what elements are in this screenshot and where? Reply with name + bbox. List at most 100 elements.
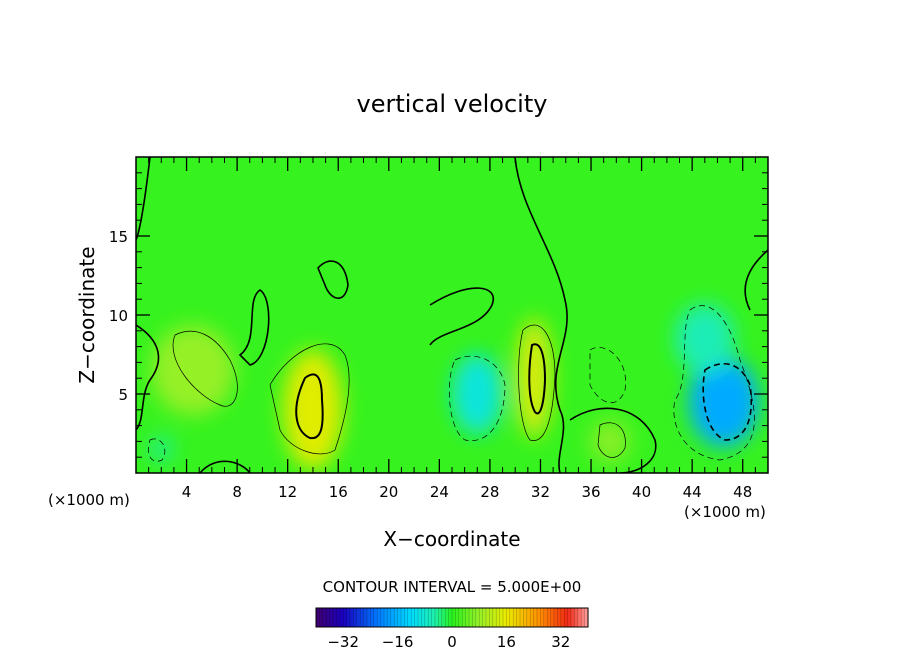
x-unit-right: (×1000 m) <box>684 503 766 521</box>
colorbar-cell <box>455 608 460 627</box>
field-anomaly <box>674 303 735 374</box>
colorbar-cell <box>482 608 487 627</box>
colorbar-cell <box>431 608 436 627</box>
negative-contour <box>589 347 626 403</box>
colorbar-tick-label: 32 <box>551 633 570 651</box>
zero-contour <box>514 157 568 473</box>
colorbar-tick-label: 16 <box>497 633 516 651</box>
colorbar-cell <box>479 608 484 627</box>
field-anomalies <box>149 303 759 470</box>
field-background <box>136 157 768 473</box>
thin-contour <box>597 422 626 458</box>
colorbar-tick-label: −32 <box>327 633 359 651</box>
colorbar-cell <box>537 608 541 627</box>
colorbar-cell <box>486 608 490 627</box>
colorbar-cell <box>377 608 382 627</box>
colorbar-cell <box>452 608 456 627</box>
colorbar-cell <box>567 608 572 627</box>
colorbar-cell <box>581 608 586 627</box>
colorbar-cell <box>387 608 392 627</box>
colorbar-cell <box>414 608 419 627</box>
colorbar-cell <box>350 608 354 627</box>
negative-contour <box>673 305 755 461</box>
colorbar-cell <box>462 608 467 627</box>
negative-contour <box>702 363 752 441</box>
colorbar-cell <box>475 608 480 627</box>
chart-title: vertical velocity <box>357 90 548 118</box>
colorbar-cell <box>571 608 575 627</box>
colorbar-cell <box>496 608 501 627</box>
x-axis: 4 8 12 16 20 24 28 32 36 40 44 48 <box>148 157 756 501</box>
colorbar-cell <box>516 608 521 627</box>
plot-area <box>136 157 768 473</box>
colorbar-cell <box>333 608 337 627</box>
colorbar-cell <box>322 608 327 627</box>
field-anomaly <box>516 318 553 439</box>
colorbar-cell <box>319 608 324 627</box>
colorbar-cell <box>329 608 334 627</box>
colorbar-cell <box>326 608 331 627</box>
colorbar-ticks: −32 −16 0 16 32 <box>327 633 570 651</box>
field-anomaly <box>452 354 503 434</box>
colorbar-cell <box>445 608 450 627</box>
colorbar-cell <box>435 608 439 627</box>
colorbar-cell <box>397 608 402 627</box>
colorbar-cell <box>509 608 514 627</box>
contour-lines <box>136 157 768 473</box>
colorbar-frame <box>315 607 589 628</box>
zero-contour <box>569 407 657 473</box>
colorbar-cell <box>574 608 579 627</box>
zero-contour <box>199 460 251 473</box>
colorbar-cell <box>421 608 426 627</box>
colorbar-cell <box>547 608 552 627</box>
colorbar-cell <box>489 608 494 627</box>
negative-contour <box>448 355 506 441</box>
positive-contour <box>528 343 547 415</box>
x-tick-label: 24 <box>430 483 449 501</box>
x-tick-label: 40 <box>632 483 651 501</box>
colorbar-cell <box>441 608 446 627</box>
colorbar-cell <box>346 608 351 627</box>
colorbar-cell <box>540 608 545 627</box>
colorbar-cell <box>373 608 378 627</box>
x-tick-label: 44 <box>683 483 702 501</box>
thin-contour <box>269 343 350 455</box>
colorbar-cell <box>577 608 582 627</box>
colorbar-cell <box>503 608 507 627</box>
colorbar-cell <box>360 608 365 627</box>
colorbar-cell <box>380 608 385 627</box>
y-axis-label: Z−coordinate <box>75 246 99 383</box>
colorbar-cell <box>557 608 562 627</box>
colorbar-cell <box>543 608 548 627</box>
colorbar-cell <box>367 608 371 627</box>
colorbar-cell <box>424 608 429 627</box>
x-tick-label: 12 <box>278 483 297 501</box>
colorbar-cell <box>472 608 477 627</box>
colorbar-cell <box>554 608 558 627</box>
colorbar-tick-label: −16 <box>382 633 414 651</box>
colorbar-tick-label: 0 <box>447 633 457 651</box>
field-anomaly <box>282 349 343 470</box>
colorbar-cell <box>530 608 535 627</box>
thin-contour <box>172 330 238 407</box>
y-tick-label: 5 <box>118 386 128 404</box>
field-anomaly <box>688 356 759 447</box>
colorbar-cell <box>418 608 422 627</box>
positive-contour <box>295 373 324 440</box>
colorbar-cell <box>526 608 531 627</box>
colorbar-cell <box>533 608 538 627</box>
colorbar-cell <box>316 608 320 627</box>
x-tick-label: 48 <box>733 483 752 501</box>
y-tick-label: 15 <box>109 228 128 246</box>
colorbar-cell <box>428 608 433 627</box>
colorbar-cell <box>404 608 409 627</box>
colorbar-cell <box>513 608 518 627</box>
colorbar-cell <box>550 608 555 627</box>
zero-contour <box>429 287 495 346</box>
field-anomaly <box>150 325 235 416</box>
negative-contour <box>148 438 166 462</box>
x-unit-left: (×1000 m) <box>48 491 130 509</box>
colorbar-cell <box>584 608 589 627</box>
x-tick-label: 20 <box>379 483 398 501</box>
